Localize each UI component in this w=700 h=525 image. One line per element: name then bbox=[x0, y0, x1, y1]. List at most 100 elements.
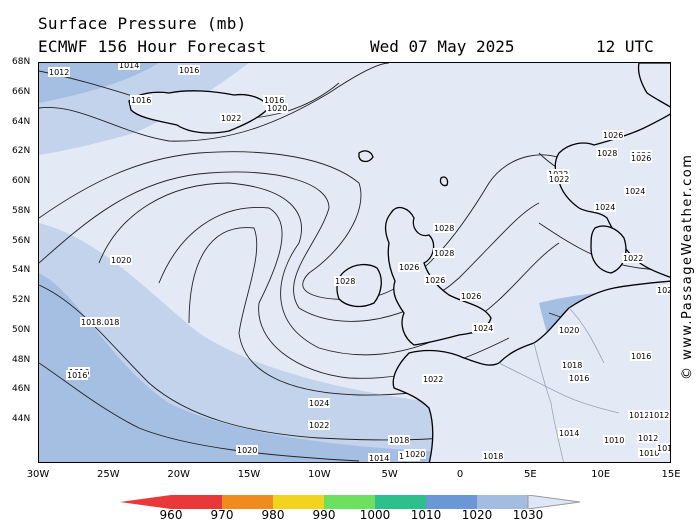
latitude-label: 52N bbox=[12, 295, 31, 305]
isobar-label-bg bbox=[630, 351, 652, 361]
isobar-label-bg bbox=[334, 276, 356, 286]
ireland bbox=[336, 263, 382, 308]
isobar-label: 1018 bbox=[562, 361, 582, 370]
isobar-label-bg bbox=[628, 410, 650, 420]
isobar-label: 1016 bbox=[67, 371, 87, 380]
border-1 bbox=[498, 362, 620, 414]
isobar-label: 1028 bbox=[434, 249, 454, 258]
isobar-label-bg bbox=[561, 360, 583, 370]
isobar-label-bg bbox=[472, 323, 494, 333]
scale-tick-label: 960 bbox=[159, 508, 183, 522]
isobar-label: 1018 bbox=[389, 436, 409, 445]
isobar-label: 1022 bbox=[423, 375, 443, 384]
isobar-label: 1024 bbox=[473, 324, 493, 333]
isobar-label-bg bbox=[433, 248, 455, 258]
isobar-label-bg bbox=[568, 373, 590, 383]
latitude-label: 54N bbox=[12, 265, 31, 276]
longitude-label: 5W bbox=[381, 469, 398, 480]
scale-tick-label: 970 bbox=[210, 508, 234, 522]
norway-north-coast bbox=[637, 63, 670, 108]
latitude-label: 44N bbox=[12, 414, 31, 424]
isobar-label: 1016 bbox=[264, 96, 284, 105]
scale-tick-label: 990 bbox=[312, 508, 336, 522]
isobar-label-bg bbox=[424, 275, 446, 285]
model-label: ECMWF 156 Hour Forecast bbox=[38, 37, 267, 56]
longitude-label: 15W bbox=[237, 469, 261, 480]
longitude-label: 5E bbox=[523, 469, 537, 480]
isobar-label-bg bbox=[308, 398, 330, 408]
isobar-label: 1026 bbox=[399, 263, 419, 272]
isobar-label-bg bbox=[622, 253, 644, 263]
isobar-label-bg bbox=[603, 435, 625, 445]
isobar-label: 1020 bbox=[657, 286, 671, 295]
isobar-label: 1016 bbox=[569, 374, 589, 383]
forecast-time: 12 UTC bbox=[596, 37, 654, 56]
isobar-label-bg bbox=[558, 428, 580, 438]
isobar-label: 1012 bbox=[649, 411, 669, 420]
scale-segment bbox=[477, 495, 528, 509]
scale-segment bbox=[375, 495, 426, 509]
shetland-islands bbox=[439, 176, 449, 187]
mid-pressure-band-south bbox=[39, 223, 670, 462]
isobar-label-bg bbox=[178, 65, 200, 75]
isobar-label: 1012 bbox=[49, 68, 69, 77]
isobar-label: 1024 bbox=[595, 203, 615, 212]
isobar-label-bg bbox=[236, 445, 258, 455]
isobar-label-bg bbox=[648, 410, 670, 420]
isobar-label: 1026 bbox=[603, 131, 623, 140]
isobar-label-bg bbox=[110, 255, 132, 265]
latitude-label: 56N bbox=[12, 235, 31, 246]
latitude-label: 66N bbox=[12, 86, 31, 97]
isobar-label: 1012 bbox=[629, 411, 649, 420]
isobar-label: 1014 bbox=[119, 63, 139, 70]
isobar-label-bg bbox=[388, 435, 410, 445]
longitude-label: 0 bbox=[456, 469, 464, 480]
isobar-label-bg bbox=[558, 325, 580, 335]
isobar-label-bg bbox=[263, 95, 285, 105]
scale-segment bbox=[171, 495, 222, 509]
isobar-label: 1020 bbox=[559, 326, 579, 335]
isobar-label: 1026 bbox=[461, 292, 481, 301]
isobar-label: 1028 bbox=[434, 224, 454, 233]
isobar-label-bg bbox=[630, 153, 652, 163]
isobar-label-bg bbox=[594, 202, 616, 212]
isobar-label-bg bbox=[548, 174, 570, 184]
isobar-label: 1018 bbox=[81, 318, 101, 327]
isobar-label: 1020 bbox=[405, 450, 425, 459]
title: Surface Pressure (mb) bbox=[38, 14, 247, 33]
isobar-label: 1020 bbox=[267, 104, 287, 113]
isobar-label-bg bbox=[404, 449, 426, 459]
isobar-1024 bbox=[39, 151, 570, 300]
isobar-label: 1016 bbox=[131, 96, 151, 105]
isobar-labels: 1012101410161016101610201022101810161020… bbox=[48, 63, 671, 462]
isobar-label-bg bbox=[130, 95, 152, 105]
pressure-map[interactable]: 1012101410161016101610201022101810161020… bbox=[38, 62, 671, 463]
low-pressure-band-south bbox=[39, 273, 670, 462]
border-2 bbox=[533, 342, 564, 462]
isobar-label: 1016 bbox=[631, 352, 651, 361]
credit-text: © www.PassageWeather.com bbox=[680, 153, 695, 380]
scale-tick-label: 1000 bbox=[359, 508, 391, 522]
isobar-label-bg bbox=[308, 420, 330, 430]
isobar-label-bg bbox=[398, 262, 420, 272]
longitude-label: 15E bbox=[661, 469, 681, 480]
isobar-label-bg bbox=[48, 67, 70, 77]
isobar-label: 1022 bbox=[221, 114, 241, 123]
scale-segment bbox=[426, 495, 477, 509]
isobar-label-bg bbox=[266, 103, 288, 113]
scale-arrow-high bbox=[527, 495, 581, 509]
latitude-label: 50N bbox=[12, 324, 31, 335]
scale-segment bbox=[273, 495, 324, 509]
longitude-label: 10E bbox=[591, 469, 611, 480]
isobar-label-bg bbox=[118, 63, 140, 70]
scale-arrow-low bbox=[120, 495, 171, 509]
isobar-label-bg bbox=[596, 148, 618, 158]
faroe-islands bbox=[358, 150, 374, 163]
latitude-label: 48N bbox=[12, 354, 31, 365]
isobar-label-bg bbox=[98, 317, 120, 327]
scale-tick-label: 1030 bbox=[512, 508, 544, 522]
border-3 bbox=[568, 307, 605, 364]
isobar-label: 1016 bbox=[179, 66, 199, 75]
isobar-label: 1028 bbox=[335, 277, 355, 286]
scale-tick-label: 1020 bbox=[461, 508, 493, 522]
